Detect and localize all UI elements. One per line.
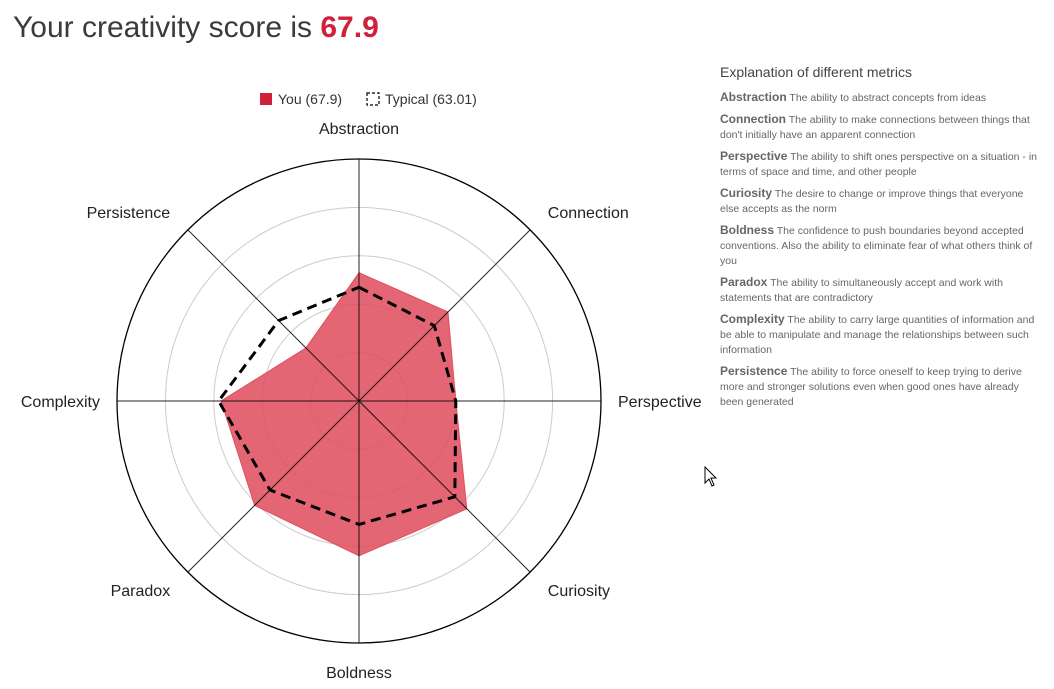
metric-item-perspective: Perspective The ability to shift ones pe… xyxy=(720,149,1038,180)
metric-description: The ability to force oneself to keep try… xyxy=(720,366,1022,408)
metric-item-abstraction: Abstraction The ability to abstract conc… xyxy=(720,90,1038,106)
axis-label-boldness: Boldness xyxy=(326,665,392,682)
metric-name: Boldness xyxy=(720,223,775,237)
legend-typical-swatch xyxy=(366,92,380,106)
page-title: Your creativity score is 67.9 xyxy=(13,9,379,47)
axis-spoke xyxy=(187,400,360,573)
title-prefix: Your creativity score is xyxy=(13,11,313,44)
metric-item-connection: Connection The ability to make connectio… xyxy=(720,112,1038,143)
metric-description: The ability to abstract concepts from id… xyxy=(789,92,987,104)
axis-label-abstraction: Abstraction xyxy=(319,121,399,138)
axis-spoke xyxy=(187,229,360,402)
series-you-area xyxy=(220,272,468,557)
metric-name: Curiosity xyxy=(720,186,773,200)
axis-label-curiosity: Curiosity xyxy=(548,583,610,600)
metric-name: Paradox xyxy=(720,275,768,289)
legend-you-label: You (67.9) xyxy=(278,91,342,107)
mouse-cursor-icon xyxy=(704,466,718,487)
radar-chart: Abstraction Connection Perspective Curiosit… xyxy=(21,91,702,682)
metric-name: Abstraction xyxy=(720,90,787,104)
metric-description: The desire to change or improve things t… xyxy=(720,188,1024,215)
metric-description: The ability to carry large quantities of… xyxy=(720,314,1035,356)
axis-label-complexity: Complexity xyxy=(21,394,100,411)
metric-description: The ability to shift ones perspective on… xyxy=(720,151,1038,178)
legend-typical-label: Typical (63.01) xyxy=(385,91,477,107)
axis-label-paradox: Paradox xyxy=(111,583,171,600)
metric-item-boldness: Boldness The confidence to push boundari… xyxy=(720,223,1038,269)
axis-label-connection: Connection xyxy=(548,205,629,222)
metric-item-curiosity: Curiosity The desire to change or improv… xyxy=(720,186,1038,217)
axis-spoke xyxy=(358,229,531,402)
axis-spoke xyxy=(358,400,531,573)
metric-description: The ability to simultaneously accept and… xyxy=(720,277,1003,304)
axis-label-persistence: Persistence xyxy=(87,205,171,222)
series-typical-line xyxy=(217,285,458,526)
metric-description: The ability to make connections between … xyxy=(720,114,1030,141)
metric-name: Connection xyxy=(720,112,786,126)
axis-label-perspective: Perspective xyxy=(618,394,702,411)
metric-item-persistence: Persistence The ability to force oneself… xyxy=(720,364,1038,410)
metric-name: Complexity xyxy=(720,312,785,326)
explanation-title: Explanation of different metrics xyxy=(720,64,912,80)
metric-item-paradox: Paradox The ability to simultaneously ac… xyxy=(720,275,1038,306)
metric-name: Perspective xyxy=(720,149,788,163)
metric-name: Persistence xyxy=(720,364,788,378)
metric-item-complexity: Complexity The ability to carry large qu… xyxy=(720,312,1038,358)
legend-you-swatch xyxy=(260,93,272,105)
metric-description: The confidence to push boundaries beyond… xyxy=(720,225,1033,267)
metrics-explanation: Explanation of different metrics Abstrac… xyxy=(720,64,1038,416)
score-value: 67.9 xyxy=(320,11,379,44)
